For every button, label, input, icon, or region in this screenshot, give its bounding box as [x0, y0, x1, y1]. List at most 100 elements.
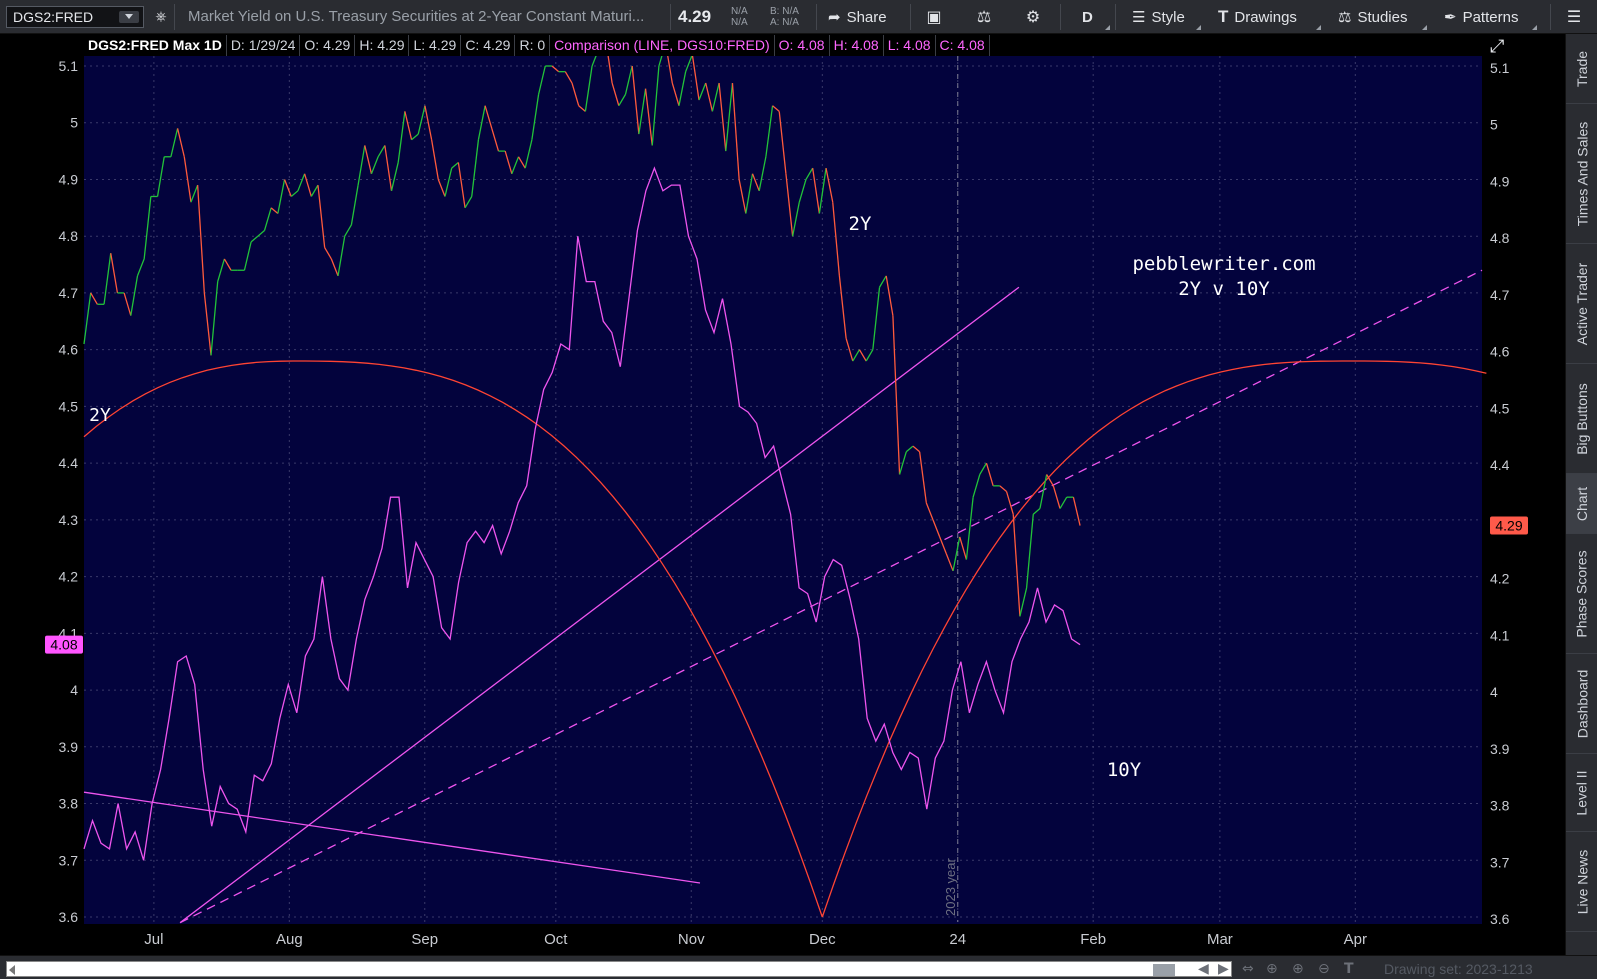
dgs2-segment [805, 167, 814, 180]
dgs2-segment [838, 275, 847, 339]
style-icon: ☰ [1132, 9, 1146, 26]
screenshot-icon[interactable]: ▣ [926, 7, 942, 26]
dgs2-segment [210, 281, 219, 356]
trendline-rising [179, 286, 1020, 924]
percent-change: N/A [731, 17, 748, 28]
y-tick-label-left: 4.2 [59, 569, 79, 585]
tab-trade[interactable]: Trade [1566, 34, 1597, 104]
studies-button[interactable]: ⚖ Studies [1338, 6, 1408, 28]
dgs2-segment [290, 190, 299, 197]
dgs2-segment [270, 207, 279, 215]
info-date: D: 1/29/24 [227, 35, 301, 56]
patterns-icon: ✒ [1444, 9, 1457, 26]
scrollbar-thumb[interactable] [1153, 964, 1175, 976]
dgs2-segment [1072, 497, 1081, 526]
patterns-button[interactable]: ✒ Patterns [1444, 6, 1518, 28]
tab-live-news[interactable]: Live News [1566, 832, 1597, 932]
zoom-out-icon[interactable]: ⊖ [1318, 961, 1330, 977]
dgs2-segment [979, 462, 988, 475]
share-button[interactable]: ➦ Share [828, 6, 887, 28]
tab-times-and-sales[interactable]: Times And Sales [1566, 104, 1597, 244]
flask-icon[interactable]: ⚖ [976, 7, 992, 26]
collapse-chart-icon[interactable]: ⤢ [1490, 36, 1505, 57]
dgs2-segment [531, 94, 540, 140]
zoom-in-icon[interactable]: ⊕ [1292, 961, 1304, 977]
toolbar-divider [1115, 4, 1116, 30]
label-2y-top: 2Y [849, 213, 872, 235]
crosshair-icon[interactable]: ⊕ [1266, 961, 1278, 977]
time-scrollbar[interactable] [6, 961, 1232, 977]
dgs2-segment [1059, 496, 1068, 509]
price-chart[interactable]: 3.6 3.63.7 3.73.8 3.83.9 3.94 44.1 4.14.2 4.24.… [0, 34, 1565, 955]
expand-icon[interactable]: ⇔ [1242, 961, 1254, 977]
symbol-input[interactable]: DGS2:FRED [6, 6, 144, 28]
dgs2-segment [504, 150, 513, 174]
x-tick-label: Dec [809, 931, 836, 948]
x-tick-label: Apr [1344, 931, 1367, 948]
x-tick-label: Aug [276, 931, 303, 948]
dgs2-segment [858, 349, 867, 362]
dgs2-segment [551, 65, 560, 73]
dgs2-segment [578, 105, 586, 112]
dgs2-segment [136, 258, 145, 277]
text-icon[interactable]: T [1344, 961, 1354, 977]
y-tick-label-right: 5.1 [1490, 60, 1510, 76]
dgs2-segment [130, 275, 139, 316]
drawings-button[interactable]: T Drawings [1218, 6, 1297, 28]
label-10y: 10Y [1107, 759, 1142, 781]
scroll-left-icon[interactable] [9, 965, 15, 975]
y-tick-label-left: 4.9 [59, 171, 79, 187]
dgs2-segment [785, 173, 794, 237]
dgs2-segment [624, 65, 633, 95]
period-button[interactable]: D [1082, 6, 1093, 28]
style-button[interactable]: ☰ Style [1132, 6, 1185, 28]
tab-chart[interactable]: Chart [1566, 474, 1597, 534]
y-tick-label-left: 4.5 [59, 398, 79, 414]
dgs2-segment [404, 111, 413, 140]
tab-big-buttons[interactable]: Big Buttons [1566, 364, 1597, 474]
dgs2-segment [825, 167, 834, 203]
gear-icon[interactable]: ⚙ [1025, 7, 1041, 26]
dgs2-segment [564, 71, 573, 84]
symbol-dropdown-icon[interactable] [119, 11, 139, 23]
tab-active-trader[interactable]: Active Trader [1566, 244, 1597, 364]
trendline-dashed [179, 269, 1483, 924]
studies-label: Studies [1357, 8, 1408, 26]
dgs2-segment [203, 292, 212, 356]
scroll-forward-icon[interactable]: ▶ [1218, 961, 1229, 977]
year-divider-label: 2023 year [943, 858, 958, 916]
label-2y-left: 2Y [89, 405, 111, 426]
link-icon[interactable]: ⎈ [155, 9, 167, 25]
dgs2-segment [678, 71, 687, 106]
drawings-icon: T [1218, 7, 1229, 26]
dgs2-segment [377, 145, 386, 158]
dgs2-segment [925, 502, 934, 521]
dgs2-segment [384, 145, 393, 191]
dgs2-segment [217, 258, 226, 282]
toolbar-divider [1550, 4, 1551, 30]
y-tick-label-left: 4.8 [59, 228, 79, 244]
dgs2-segment [885, 275, 894, 316]
dgs2-segment [223, 258, 232, 271]
y-tick-label-right: 4.5 [1490, 400, 1510, 416]
tab-level-ii[interactable]: Level II [1566, 754, 1597, 832]
x-tick-label: Jul [144, 931, 163, 948]
menu-icon[interactable]: ☰ [1566, 7, 1582, 26]
info-high: H: 4.29 [355, 35, 410, 56]
scroll-back-icon[interactable]: ◀ [1198, 961, 1209, 977]
dgs2-segment [437, 179, 446, 197]
tab-phase-scores[interactable]: Phase Scores [1566, 534, 1597, 654]
dgs2-segment [872, 287, 881, 350]
toolbar-divider [670, 4, 671, 30]
tab-dashboard[interactable]: Dashboard [1566, 654, 1597, 754]
dgs2-segment [123, 292, 132, 316]
right-axis-panel [1482, 34, 1565, 955]
y-tick-label-right: 4.7 [1490, 287, 1510, 303]
patterns-dropdown-icon [1532, 25, 1537, 30]
dgs2-segment [812, 168, 821, 214]
y-tick-label-left: 4.3 [59, 512, 79, 528]
x-tick-label: Sep [411, 931, 438, 948]
dgs2-segment [1032, 508, 1041, 515]
dgs2-segment [778, 111, 787, 174]
dgs2-segment [945, 553, 954, 572]
